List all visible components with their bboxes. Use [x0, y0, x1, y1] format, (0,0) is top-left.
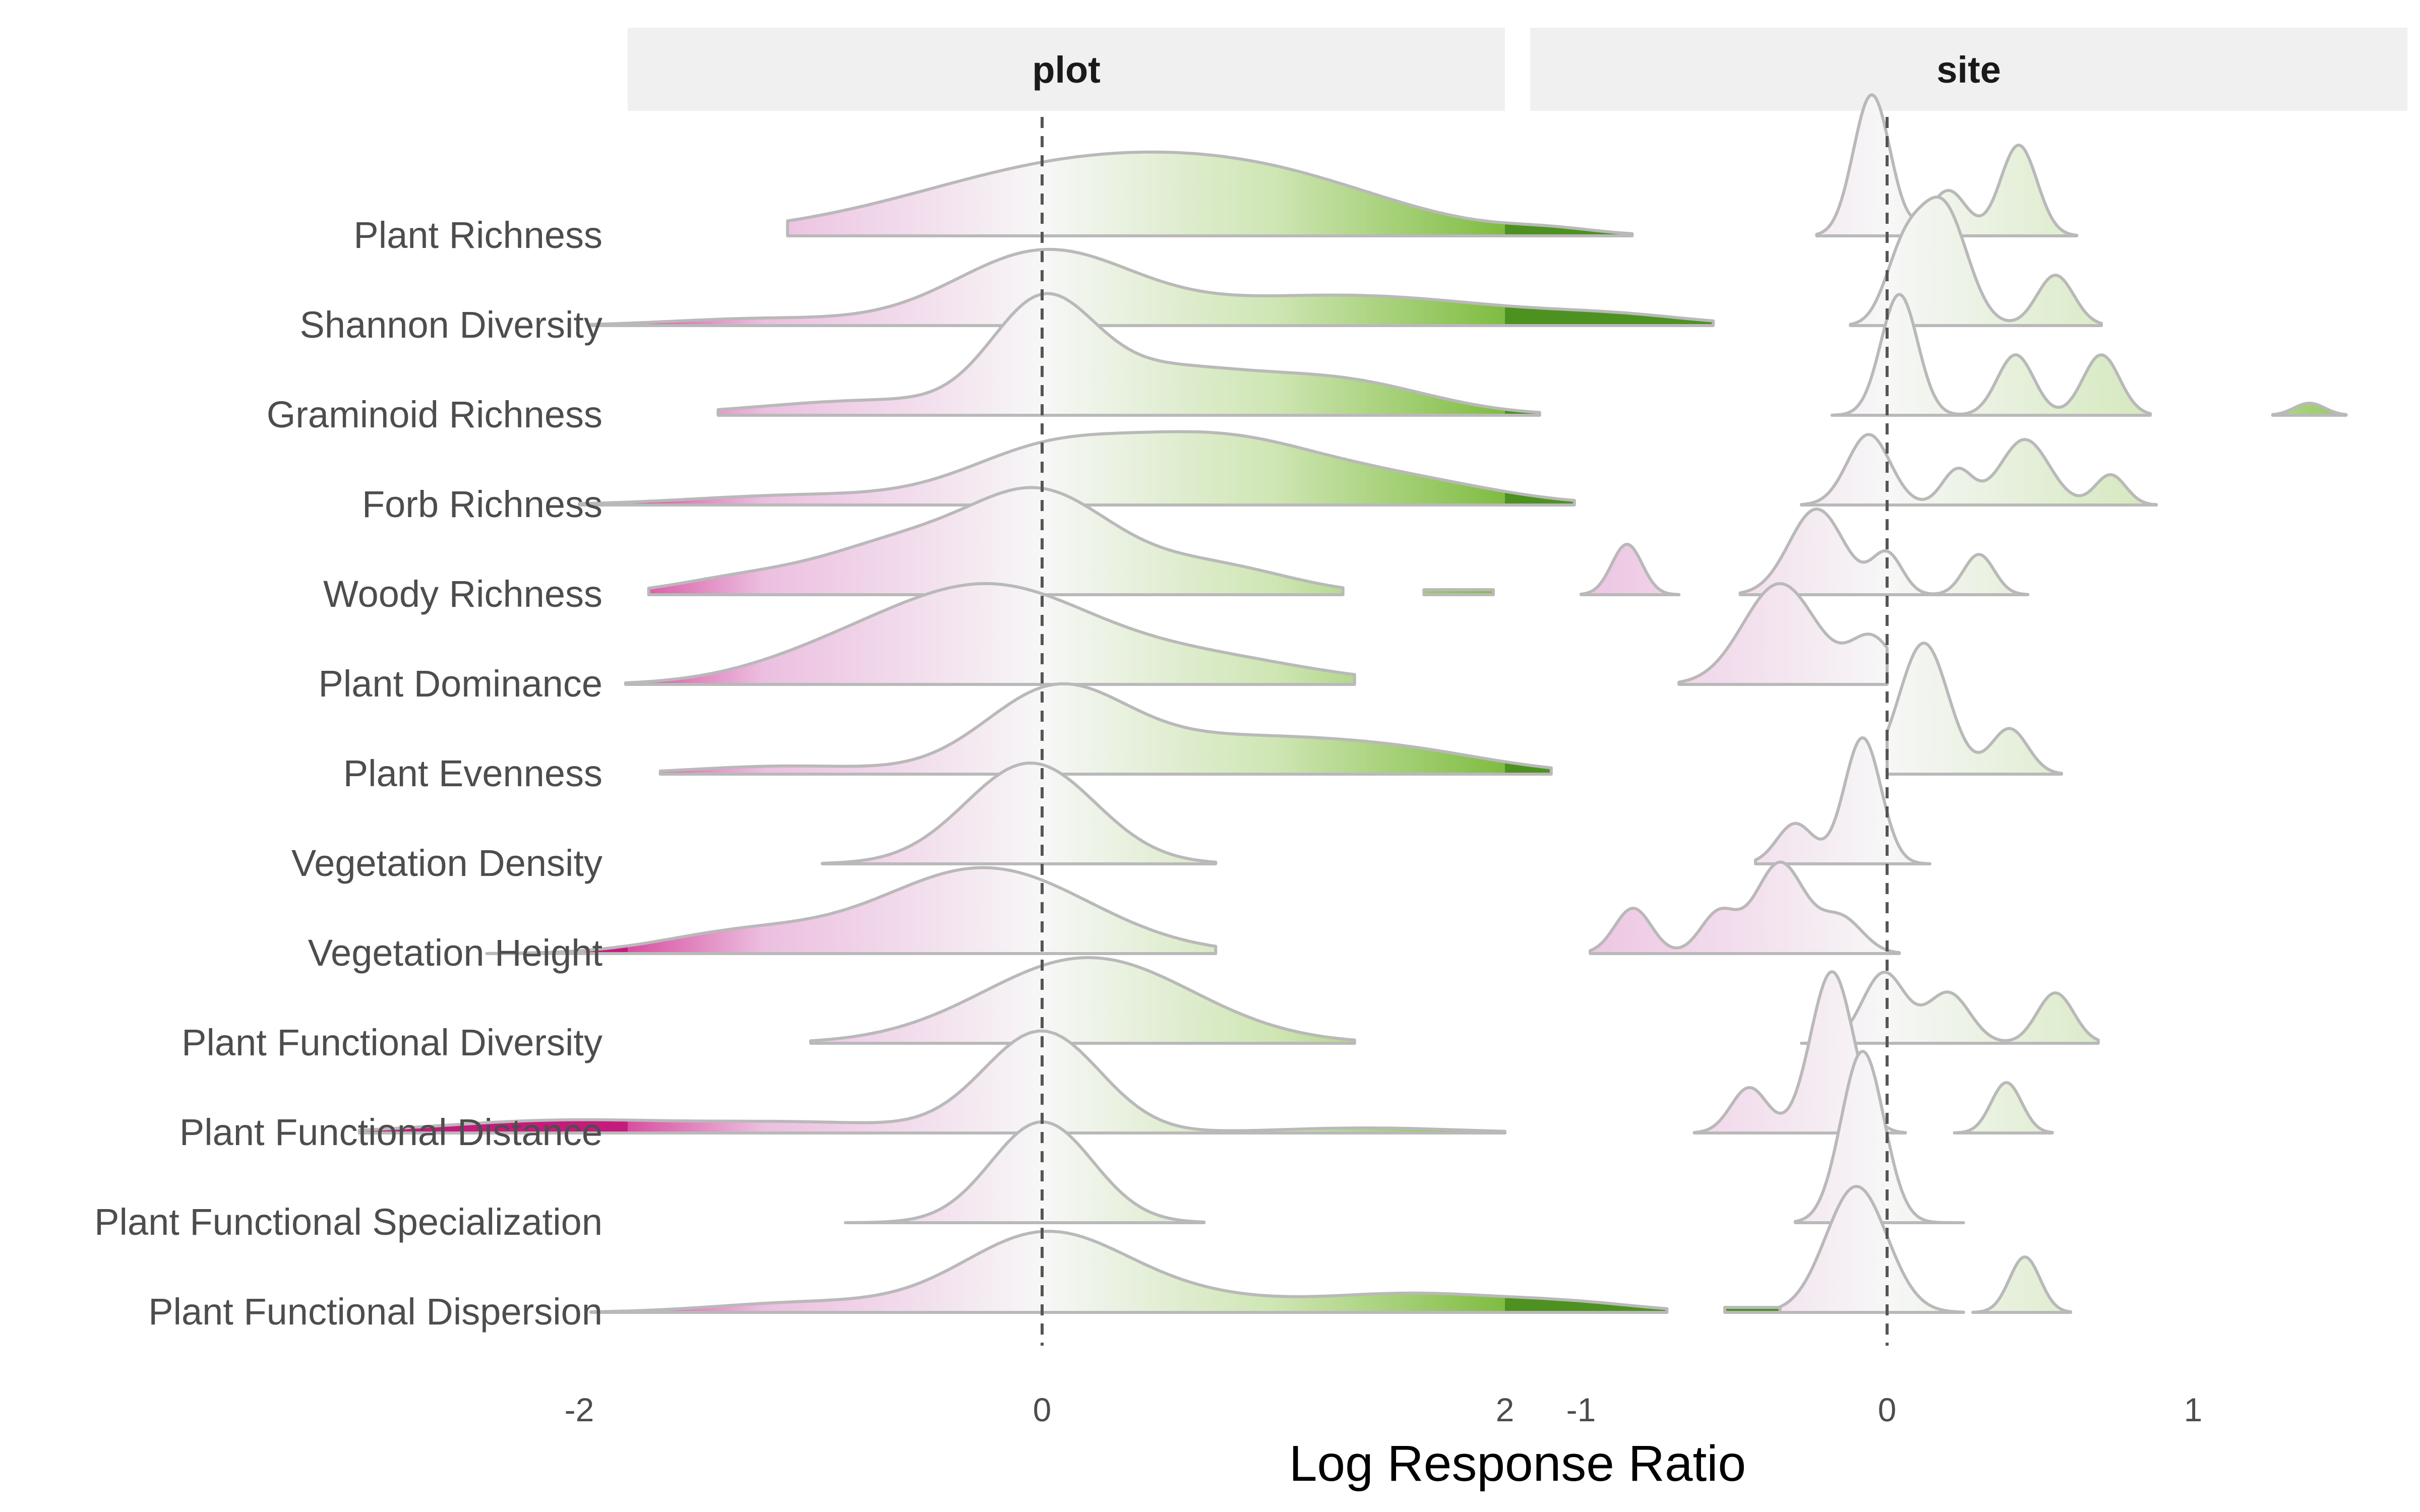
- x-tick-plot-0: -2: [565, 1391, 594, 1428]
- y-label-shannon-diversity: Shannon Diversity: [299, 304, 602, 346]
- y-label-vegetation-density: Vegetation Density: [291, 842, 602, 884]
- ridge-plot-shannon-diversity: [589, 247, 1715, 327]
- ridge-plot-plant-functional-dispersion-tail: [1723, 1306, 1784, 1314]
- ridge-site-woody-richness: [1738, 508, 2030, 596]
- ridge-site-plant-evenness: [1886, 642, 2063, 776]
- y-label-plant-richness: Plant Richness: [353, 214, 602, 256]
- y-label-woody-richness: Woody Richness: [323, 573, 602, 615]
- y-label-plant-dominance: Plant Dominance: [318, 663, 602, 705]
- ridge-site-plant-functional-distance-secondary: [1953, 1081, 2054, 1135]
- strip-plot: [628, 28, 1505, 111]
- ridge-site-shannon-diversity: [1849, 196, 2103, 327]
- ridge-plot-plant-dominance: [624, 582, 1356, 686]
- ridge-site-vegetation-height: [1589, 860, 1901, 955]
- ridge-plot-vegetation-density: [821, 762, 1218, 865]
- x-tick-site-0: -1: [1566, 1391, 1596, 1428]
- ridge-plot-woody-richness: [647, 486, 1345, 596]
- y-label-plant-functional-diversity: Plant Functional Diversity: [182, 1022, 602, 1063]
- ridges-plot: [357, 150, 1784, 1314]
- ridge-plot-vegetation-height: [485, 866, 1218, 955]
- y-axis-labels: Plant Richness Shannon Diversity Graminoid…: [94, 214, 602, 1333]
- y-label-vegetation-height: Vegetation Height: [308, 932, 603, 974]
- strip-label-site: site: [1937, 49, 2001, 91]
- y-label-graminoid-richness: Graminoid Richness: [267, 394, 602, 435]
- x-tick-site-1: 0: [1878, 1391, 1897, 1428]
- ridge-plot-woody-richness-tail: [1422, 588, 1495, 596]
- y-label-plant-functional-distance: Plant Functional Distance: [179, 1111, 602, 1153]
- strip-label-plot: plot: [1032, 49, 1101, 91]
- ridge-site-woody-richness-secondary: [1580, 543, 1681, 596]
- ridge-plot-forb-richness: [578, 430, 1576, 507]
- panel-plot: plot -2 0 2: [357, 28, 1784, 1428]
- ridges-site: [1580, 93, 2348, 1314]
- ridge-plot-plant-functional-specialization: [843, 1120, 1206, 1224]
- ridge-plot-plant-functional-diversity: [809, 956, 1356, 1045]
- x-axis-site: -1 0 1: [1566, 1391, 2203, 1428]
- y-label-plant-functional-dispersion: Plant Functional Dispersion: [148, 1291, 602, 1333]
- ridge-site-forb-richness: [1800, 433, 2158, 507]
- ridge-site-plant-functional-dispersion-secondary: [1971, 1255, 2073, 1314]
- ridge-plot-plant-functional-distance: [357, 1029, 1506, 1135]
- strip-site: [1530, 28, 2407, 111]
- ridge-site-plant-dominance: [1677, 582, 1889, 686]
- x-tick-plot-2: 2: [1496, 1391, 1515, 1428]
- ridge-site-plant-functional-dispersion: [1778, 1185, 1965, 1314]
- y-label-plant-evenness: Plant Evenness: [343, 752, 602, 794]
- ridge-plot-plant-evenness: [658, 682, 1553, 776]
- ridge-site-graminoid-richness-secondary: [2271, 402, 2348, 417]
- ridge-plot-graminoid-richness: [716, 292, 1541, 417]
- x-axis-plot: -2 0 2: [565, 1391, 1515, 1428]
- y-label-forb-richness: Forb Richness: [362, 483, 602, 525]
- ridge-plot-plant-functional-dispersion: [589, 1230, 1669, 1314]
- x-tick-site-2: 1: [2184, 1391, 2203, 1428]
- x-tick-plot-1: 0: [1033, 1391, 1052, 1428]
- ridge-site-graminoid-richness: [1830, 293, 2152, 417]
- y-label-plant-functional-specialization: Plant Functional Specialization: [94, 1201, 602, 1243]
- ridge-plot-plant-richness: [786, 150, 1634, 237]
- ridge-site-plant-richness: [1815, 93, 2079, 237]
- panel-site: site -1 0 1: [1530, 28, 2407, 1428]
- ridge-site-plant-functional-specialization: [1793, 1050, 1965, 1224]
- x-axis-title: Log Response Ratio: [1289, 1435, 1746, 1492]
